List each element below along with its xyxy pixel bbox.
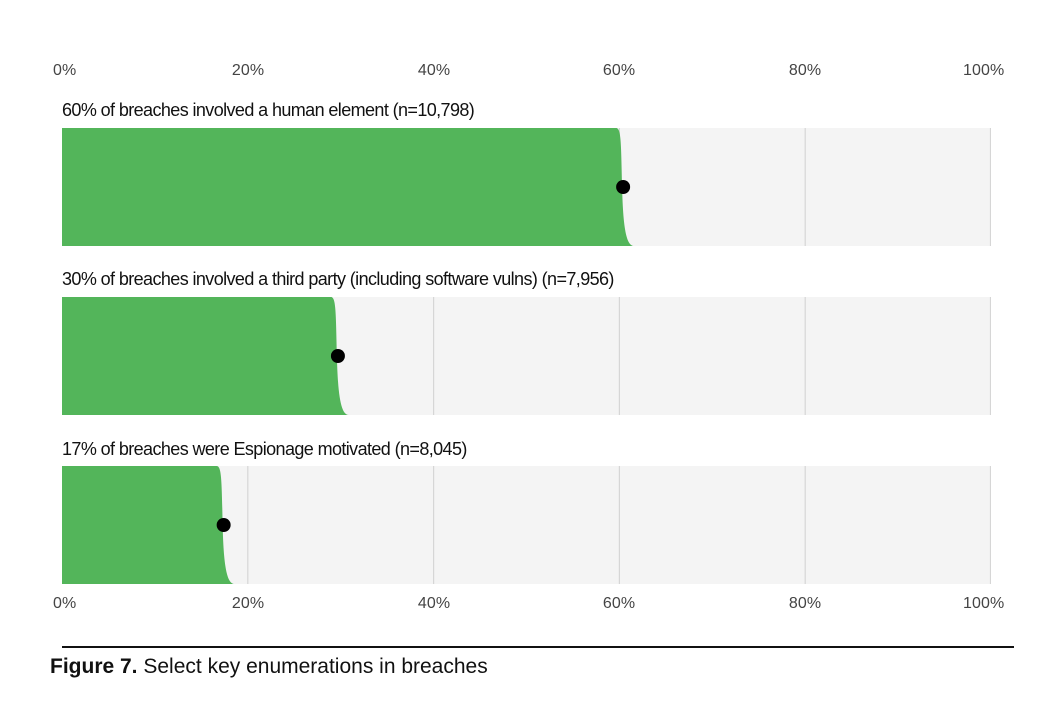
x-tick-label: 0% <box>53 62 77 79</box>
row-label-espionage: 17% of breaches were Espionage motivated… <box>62 439 467 459</box>
figure-caption: Figure 7. Select key enumerations in bre… <box>50 655 488 679</box>
value-bar <box>62 128 635 246</box>
x-tick-label: 20% <box>231 62 265 79</box>
row-plot-human-element <box>62 128 991 246</box>
row-label-third-party: 30% of breaches involved a third party (… <box>62 269 614 289</box>
bottom-x-axis: 0% 20% 40% 60% 80% 100% <box>0 595 1044 617</box>
x-tick-label: 80% <box>788 62 822 79</box>
value-point <box>330 349 345 363</box>
x-tick-label: 40% <box>417 595 451 612</box>
x-tick-label: 40% <box>417 62 451 79</box>
figure-caption-text: Select key enumerations in breaches <box>137 655 488 678</box>
value-point <box>616 180 631 194</box>
row-plot-espionage <box>62 466 991 584</box>
chart-panel-espionage <box>62 466 991 584</box>
row-label-human-element: 60% of breaches involved a human element… <box>62 100 475 120</box>
x-tick-label: 60% <box>602 595 636 612</box>
x-tick-label: 60% <box>602 62 636 79</box>
x-tick-label: 100% <box>963 62 1005 79</box>
row-plot-third-party <box>62 297 991 415</box>
figure-caption-lead: Figure 7. <box>50 655 138 678</box>
top-x-axis: 0% 20% 40% 60% 80% 100% <box>0 62 1044 84</box>
value-bar <box>62 297 349 415</box>
x-tick-label: 80% <box>788 595 822 612</box>
caption-rule <box>62 646 1014 648</box>
value-bar <box>62 466 235 584</box>
x-tick-label: 0% <box>53 595 77 612</box>
x-tick-label: 100% <box>963 595 1005 612</box>
chart-panel-human-element <box>62 128 991 246</box>
x-tick-label: 20% <box>231 595 265 612</box>
chart-panel-third-party <box>62 297 991 415</box>
value-point <box>216 518 231 532</box>
